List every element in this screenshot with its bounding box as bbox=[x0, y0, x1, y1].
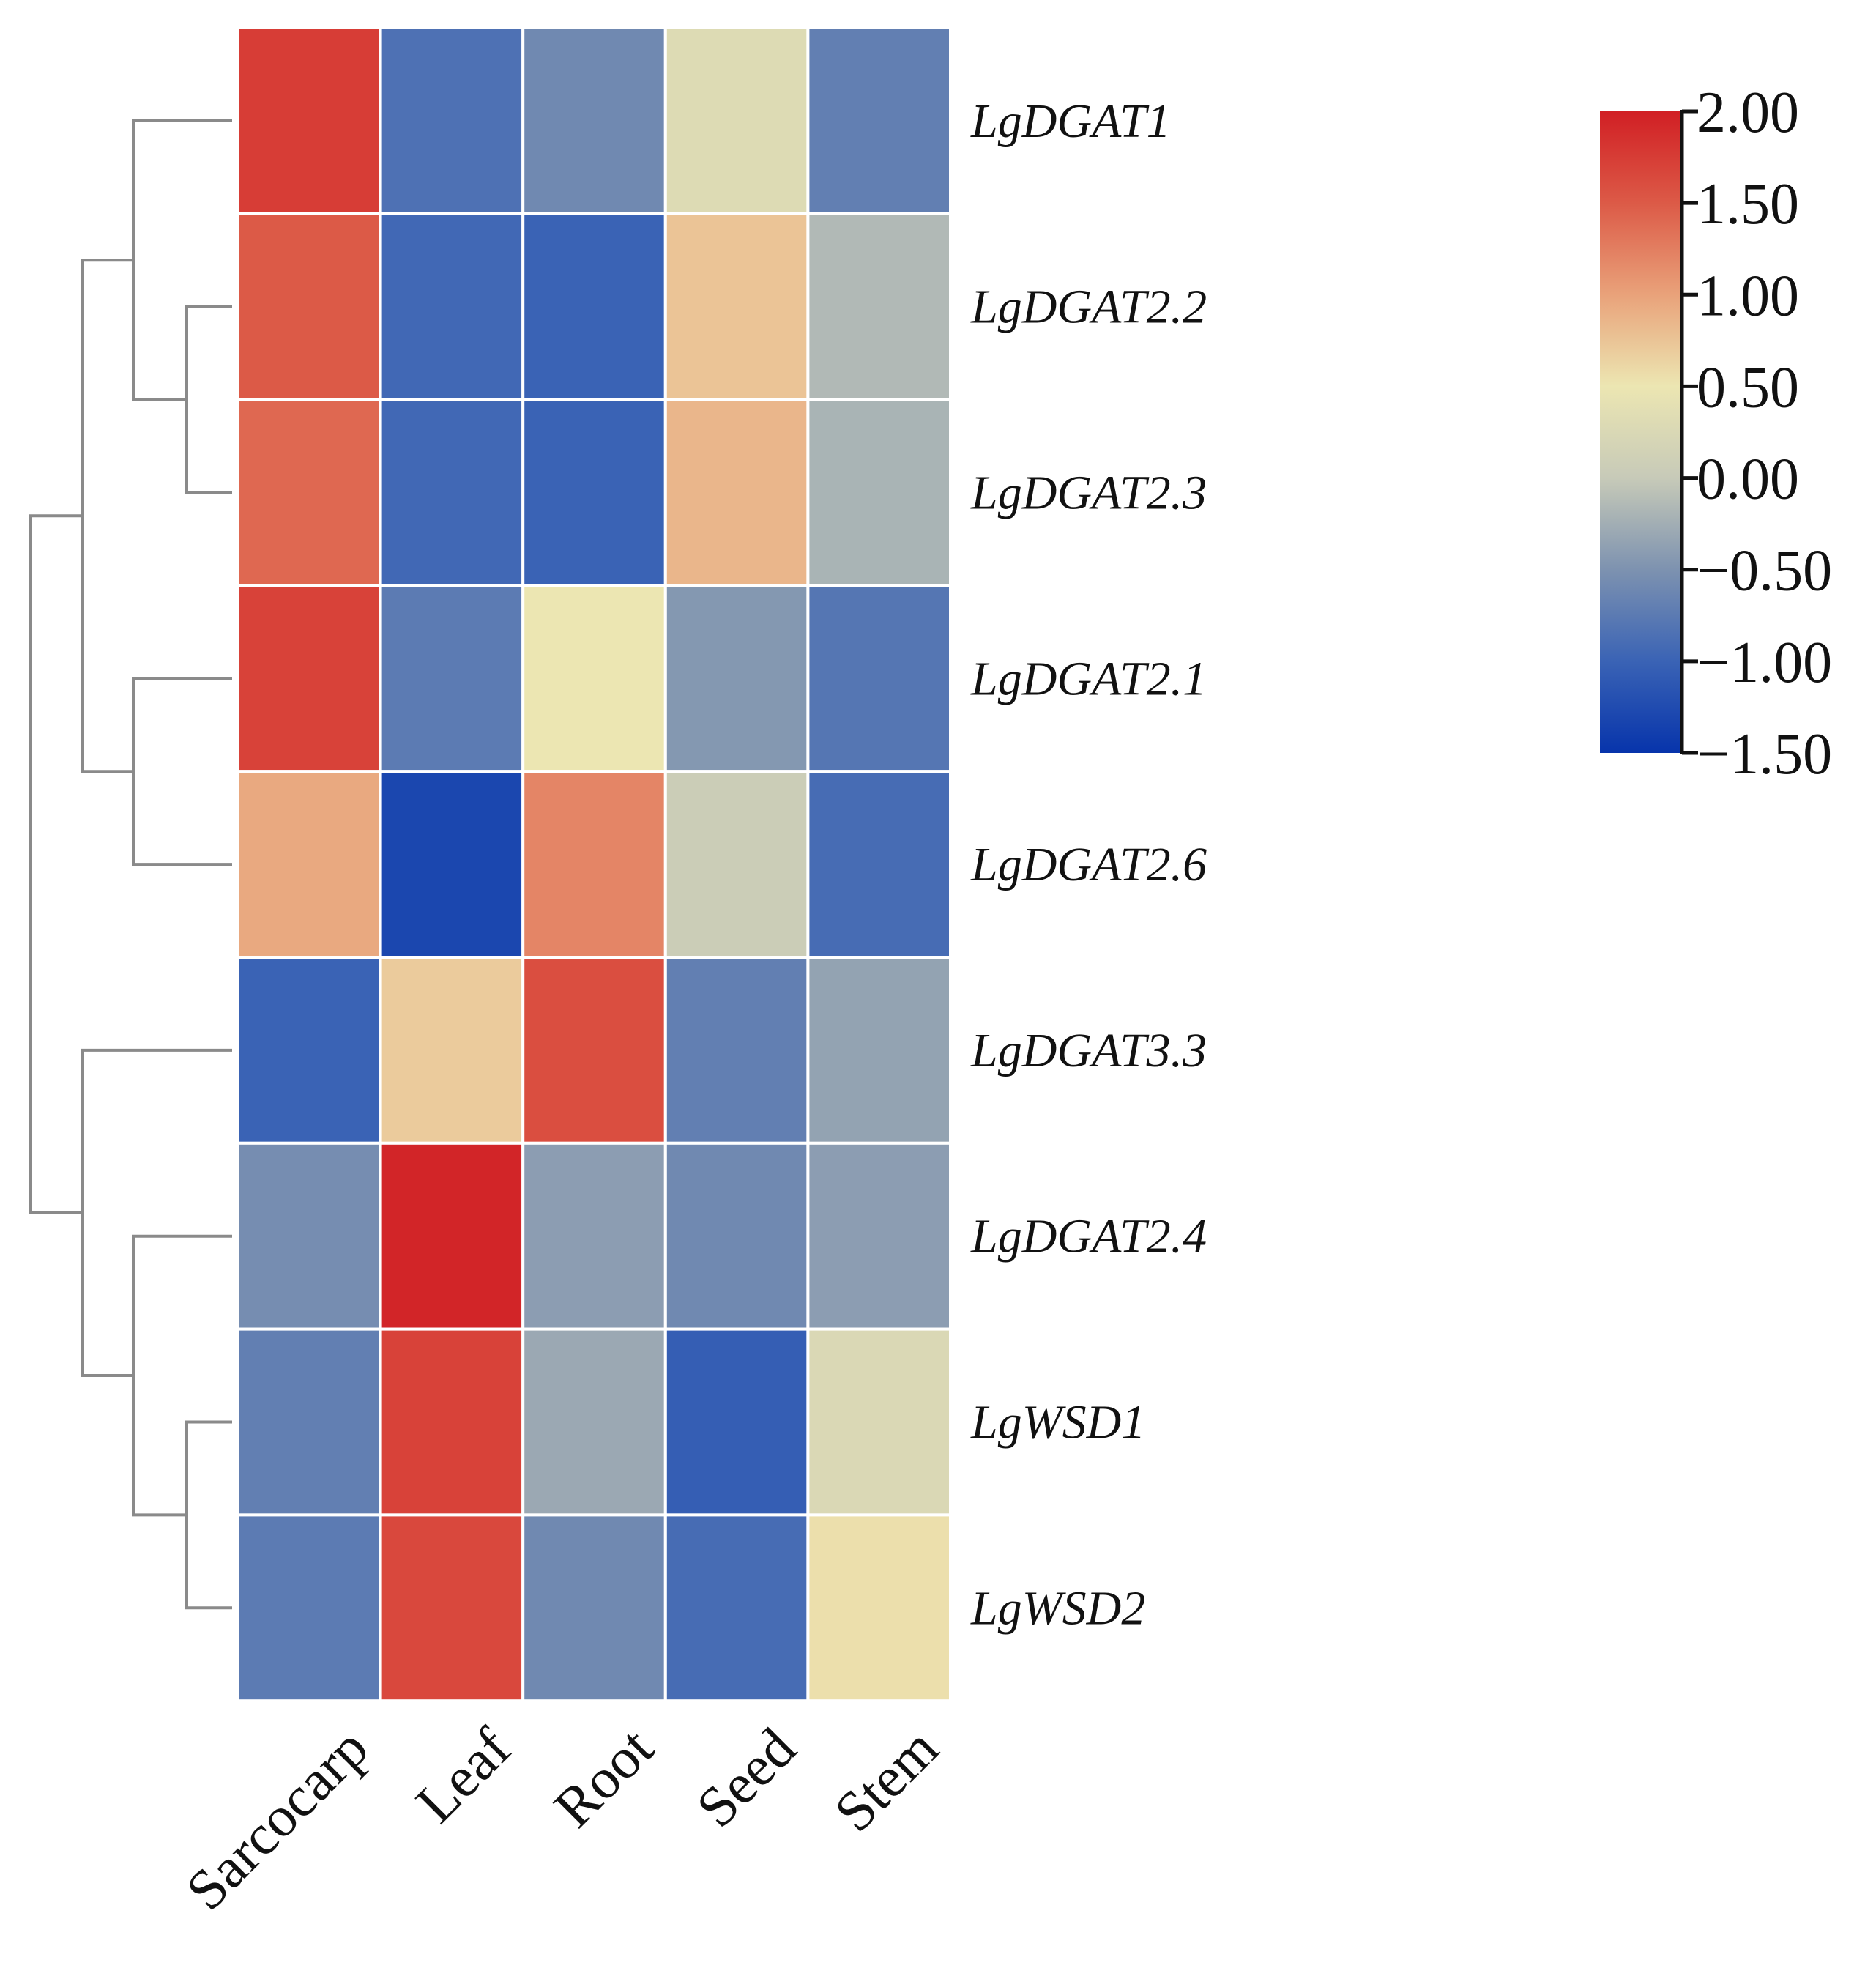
heatmap-cell-lgdgat2-2-sarcocarp bbox=[237, 212, 382, 401]
row-label-lgdgat2-4: LgDGAT2.4 bbox=[970, 1210, 1207, 1263]
heatmap-cell-lgdgat3-3-sarcocarp bbox=[237, 956, 382, 1145]
heatmap-cell-lgdgat2-3-leaf bbox=[379, 398, 525, 587]
row-dendrogram bbox=[29, 119, 232, 1610]
row-label-lgwsd1: LgWSD1 bbox=[970, 1396, 1145, 1449]
column-label-sarcocarp: Sarcocarp bbox=[174, 1715, 380, 1922]
colorbar-tick-label-2: 1.00 bbox=[1697, 264, 1799, 328]
heatmap-cell-lgdgat2-2-leaf bbox=[379, 212, 525, 401]
colorbar-tick-label-3: 0.50 bbox=[1697, 355, 1799, 420]
row-label-lgdgat2-6: LgDGAT2.6 bbox=[970, 838, 1207, 891]
dendro-link-dgat3-3-cluster bbox=[81, 1048, 232, 1378]
heatmap-cell-lgwsd2-sarcocarp bbox=[237, 1513, 382, 1703]
heatmap-cell-lgdgat3-3-stem bbox=[806, 956, 953, 1145]
heatmap-cell-lgwsd1-stem bbox=[806, 1327, 953, 1517]
colorbar: 2.00 1.50 1.00 0.50 0.00 −0.50 −1.00 −1.50 bbox=[1600, 81, 1832, 787]
row-label-lgdgat2-2: LgDGAT2.2 bbox=[970, 281, 1207, 334]
dendro-link-upper-clusters bbox=[81, 259, 133, 773]
heatmap-cell-lgdgat1-leaf bbox=[379, 26, 525, 215]
heatmap-cell-lgwsd2-seed bbox=[663, 1513, 810, 1703]
heatmap-cell-lgwsd2-stem bbox=[806, 1513, 953, 1703]
colorbar-tick-label-1: 1.50 bbox=[1697, 172, 1799, 237]
colorbar-tick-label-4: 0.00 bbox=[1697, 448, 1799, 512]
heatmap-cell-lgdgat1-root bbox=[521, 26, 667, 215]
colorbar-tick-label-7: −1.50 bbox=[1697, 722, 1832, 787]
heatmap-cell-lgwsd1-seed bbox=[663, 1327, 810, 1517]
colorbar-tick-label-0: 2.00 bbox=[1697, 81, 1799, 145]
column-label-stem: Stem bbox=[822, 1715, 950, 1844]
heatmap-cell-lgdgat2-4-leaf bbox=[379, 1141, 525, 1331]
heatmap-cell-lgwsd2-leaf bbox=[379, 1513, 525, 1703]
heatmap-cell-lgdgat1-seed bbox=[663, 26, 810, 215]
heatmap-cell-lgdgat2-4-root bbox=[521, 1141, 667, 1331]
dendro-link-dgat2-2-dgat2-3 bbox=[185, 305, 232, 494]
heatmap-cell-lgdgat2-1-root bbox=[521, 584, 667, 773]
heatmap-cell-lgdgat2-6-sarcocarp bbox=[237, 770, 382, 959]
column-label-root: Root bbox=[541, 1715, 665, 1839]
heatmap-cell-lgdgat2-1-stem bbox=[806, 584, 953, 773]
row-label-lgdgat1: LgDGAT1 bbox=[970, 94, 1171, 148]
heatmap-cells bbox=[237, 26, 953, 1703]
heatmap-cell-lgdgat2-6-stem bbox=[806, 770, 953, 959]
heatmap-cell-lgdgat1-stem bbox=[806, 26, 953, 215]
heatmap-cell-lgdgat2-3-stem bbox=[806, 398, 953, 587]
heatmap-cell-lgdgat2-4-stem bbox=[806, 1141, 953, 1331]
colorbar-scale bbox=[1600, 111, 1682, 753]
heatmap-cell-lgdgat2-2-stem bbox=[806, 212, 953, 401]
heatmap-cell-lgdgat3-3-root bbox=[521, 956, 667, 1145]
heatmap-cell-lgdgat2-3-root bbox=[521, 398, 667, 587]
heatmap-cell-lgwsd1-root bbox=[521, 1327, 667, 1517]
column-label-seed: Seed bbox=[684, 1715, 808, 1839]
dendro-link-wsd1-wsd2 bbox=[185, 1420, 232, 1610]
heatmap-cell-lgdgat1-sarcocarp bbox=[237, 26, 382, 215]
heatmap-cell-lgdgat2-6-leaf bbox=[379, 770, 525, 959]
heatmap-cell-lgdgat2-6-root bbox=[521, 770, 667, 959]
row-label-lgdgat3-3: LgDGAT3.3 bbox=[970, 1024, 1207, 1077]
heatmap-cell-lgwsd1-sarcocarp bbox=[237, 1327, 382, 1517]
heatmap-cell-lgdgat2-4-seed bbox=[663, 1141, 810, 1331]
row-labels: LgDGAT1 LgDGAT2.2 LgDGAT2.3 LgDGAT2.1 LgDGAT… bbox=[970, 94, 1207, 1635]
row-label-lgdgat2-1: LgDGAT2.1 bbox=[970, 652, 1207, 705]
heatmap-cell-lgdgat2-1-sarcocarp bbox=[237, 584, 382, 773]
row-label-lgdgat2-3: LgDGAT2.3 bbox=[970, 467, 1207, 520]
row-label-lgwsd2: LgWSD2 bbox=[970, 1581, 1145, 1635]
heatmap-cell-lgdgat2-1-leaf bbox=[379, 584, 525, 773]
heatmap-cell-lgdgat2-2-root bbox=[521, 212, 667, 401]
dendro-link-dgat1-cluster bbox=[132, 119, 232, 401]
heatmap-cell-lgdgat2-6-seed bbox=[663, 770, 810, 959]
heatmap-cell-lgwsd2-root bbox=[521, 1513, 667, 1703]
colorbar-tick-label-6: −1.00 bbox=[1697, 631, 1832, 695]
heatmap-cell-lgdgat2-2-seed bbox=[663, 212, 810, 401]
colorbar-tick-label-5: −0.50 bbox=[1697, 539, 1832, 604]
dendro-link-dgat2-4-wsd-cluster bbox=[132, 1234, 232, 1517]
column-label-leaf: Leaf bbox=[403, 1715, 523, 1835]
heatmap-cell-lgdgat3-3-leaf bbox=[379, 956, 525, 1145]
dendro-link-dgat2-1-dgat2-6 bbox=[132, 677, 232, 866]
heatmap-cell-lgdgat2-1-seed bbox=[663, 584, 810, 773]
heatmap-cell-lgwsd1-leaf bbox=[379, 1327, 525, 1517]
heatmap-cell-lgdgat2-4-sarcocarp bbox=[237, 1141, 382, 1331]
heatmap-cell-lgdgat2-3-seed bbox=[663, 398, 810, 587]
heatmap-cell-lgdgat2-3-sarcocarp bbox=[237, 398, 382, 587]
dendro-link-root bbox=[29, 514, 83, 1214]
heatmap-cell-lgdgat3-3-seed bbox=[663, 956, 810, 1145]
column-labels: Sarcocarp Leaf Root Seed Stem bbox=[174, 1715, 950, 1922]
